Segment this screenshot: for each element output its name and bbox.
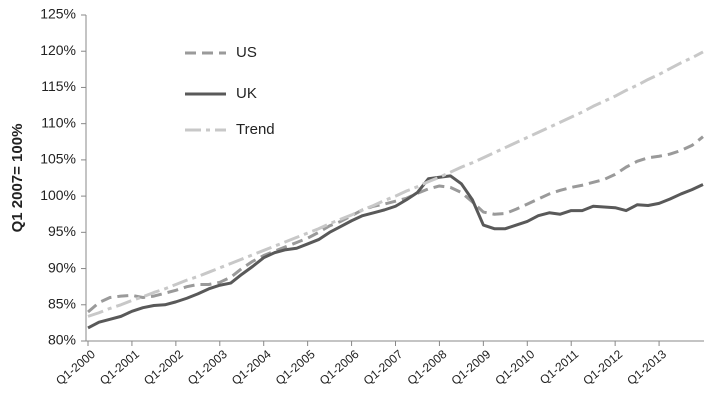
y-tick-label: 125% <box>40 6 76 22</box>
y-tick-label: 80% <box>48 332 76 348</box>
y-tick-label: 85% <box>48 295 76 311</box>
y-tick-label: 115% <box>41 78 76 94</box>
y-tick-label: 120% <box>40 42 76 58</box>
x-tick-label: Q1-2001 <box>97 347 142 388</box>
x-tick-label: Q1-2004 <box>229 347 274 388</box>
legend-label: UK <box>236 85 257 102</box>
y-tick-label: 100% <box>40 187 76 203</box>
x-tick-label: Q1-2013 <box>624 347 669 388</box>
y-axis-label: Q1 2007= 100% <box>9 124 26 233</box>
x-tick-label: Q1-2003 <box>185 347 230 388</box>
y-tick-label: 95% <box>48 223 76 239</box>
x-tick-label: Q1-2005 <box>273 347 318 388</box>
x-tick-label: Q1-2011 <box>537 347 581 387</box>
series-line <box>87 135 704 314</box>
y-tick-label: 90% <box>48 259 76 275</box>
legend-label: Trend <box>236 121 275 138</box>
x-tick-label: Q1-2002 <box>141 347 186 388</box>
x-tick-label: Q1-2006 <box>317 347 362 388</box>
y-tick-label: 105% <box>40 151 76 167</box>
x-tick-label: Q1-2010 <box>492 347 537 388</box>
x-tick-label: Q1-2012 <box>580 347 625 388</box>
legend-label: US <box>236 44 257 61</box>
y-tick-label: 110% <box>41 114 76 130</box>
x-tick-label: Q1-2007 <box>361 347 406 388</box>
x-tick-label: Q1-2000 <box>53 347 98 388</box>
series-line <box>87 174 704 330</box>
series-line <box>87 50 704 318</box>
x-tick-label: Q1-2009 <box>449 347 494 388</box>
x-tick-label: Q1-2008 <box>405 347 450 388</box>
